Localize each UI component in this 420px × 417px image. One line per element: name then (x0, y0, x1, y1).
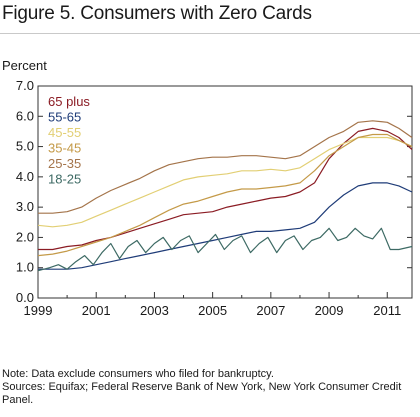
chart-series (37, 120, 413, 272)
series-line-25-35 (38, 120, 413, 214)
legend-entry-55-65: 55-65 (48, 110, 81, 125)
legend-entry-45-55: 45-55 (48, 125, 81, 140)
x-tick-label: 1999 (24, 303, 53, 318)
plot-frame (37, 85, 413, 299)
series-line-65-plus (38, 127, 413, 251)
x-tick-label: 2011 (373, 303, 401, 318)
legend-entry-35-45: 35-45 (48, 141, 81, 156)
y-tick-label: 4.0 (16, 169, 34, 184)
x-tick-label: 2009 (315, 303, 344, 318)
y-tick-label: 6.0 (16, 108, 34, 123)
y-tick-label: 5.0 (16, 139, 34, 154)
y-tick-label: 2.0 (16, 229, 34, 244)
y-axis-label: Percent (2, 58, 47, 73)
x-tick-label: 2007 (256, 303, 285, 318)
series-line-18-25 (37, 227, 413, 272)
series-line-35-45 (37, 133, 413, 257)
legend-entry-25-35: 25-35 (48, 156, 81, 171)
y-tick-label: 1.0 (16, 260, 34, 275)
data-note: Note: Data exclude consumers who filed f… (2, 368, 274, 380)
chart-title: Figure 5. Consumers with Zero Cards (2, 3, 312, 24)
x-tick-label: 2003 (140, 303, 169, 318)
y-tick-label: 7.0 (16, 78, 34, 93)
y-tick-label: 3.0 (16, 199, 34, 214)
title-divider (0, 33, 420, 34)
x-tick-label: 2005 (198, 303, 227, 318)
sources-note: Sources: Equifax; Federal Reserve Bank o… (2, 381, 402, 406)
legend-entry-18-25: 18-25 (48, 172, 81, 187)
chart-ticks: 0.0 1.0 2.0 3.0 4.0 5.0 6.0 7.0 1999 2001 2003 2005… (16, 78, 412, 318)
x-tick-label: 2001 (82, 303, 111, 318)
series-line-45-55 (37, 136, 413, 228)
legend-entry-65-plus: 65 plus (48, 94, 90, 109)
y-tick-label: 0.0 (16, 290, 34, 305)
series-line-55-65 (38, 182, 413, 270)
chart-axes (37, 85, 413, 299)
